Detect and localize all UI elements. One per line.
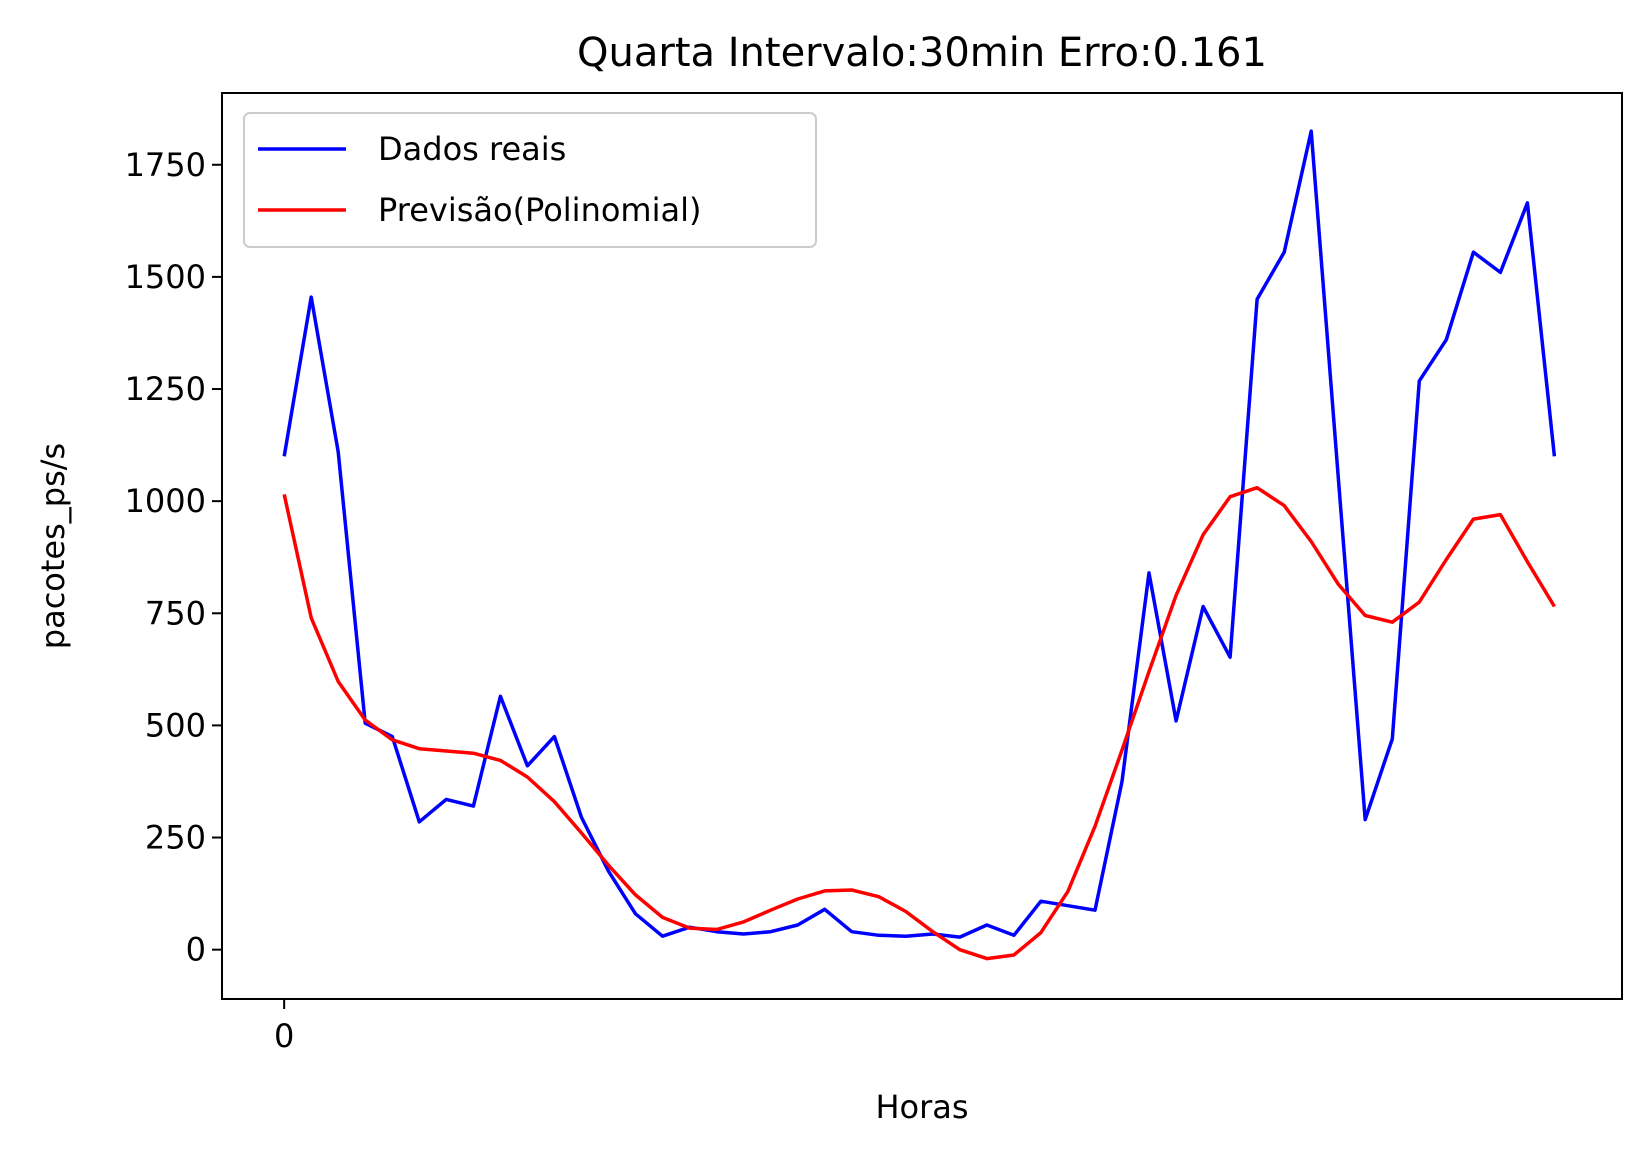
x-axis-label: Horas: [875, 1088, 968, 1126]
y-tick-label: 1500: [125, 258, 206, 296]
chart-title: Quarta Intervalo:30min Erro:0.161: [577, 30, 1267, 76]
x-tick-label: 0: [274, 1017, 294, 1055]
y-axis: 0 250 500 750 1000 1250 1500 1750: [125, 146, 222, 969]
y-tick-label: 1750: [125, 146, 206, 184]
series-line-dados-reais: [282, 129, 1557, 939]
y-tick-label: 250: [145, 819, 206, 857]
y-tick-label: 1000: [125, 482, 206, 520]
y-tick-label: 750: [145, 594, 206, 632]
legend: Dados reais Previsão(Polinomial): [243, 112, 817, 248]
legend-box: [243, 112, 817, 248]
series-lines: [282, 129, 1557, 961]
legend-label: Dados reais: [378, 130, 566, 168]
y-tick-label: 500: [145, 706, 206, 744]
x-axis: 0: [274, 999, 294, 1055]
series-line-previsao-polinomial: [282, 485, 1556, 961]
y-tick-label: 1250: [125, 370, 206, 408]
legend-label: Previsão(Polinomial): [378, 191, 701, 229]
y-tick-label: 0: [186, 931, 206, 969]
y-axis-label: pacotes_ps/s: [34, 443, 72, 649]
